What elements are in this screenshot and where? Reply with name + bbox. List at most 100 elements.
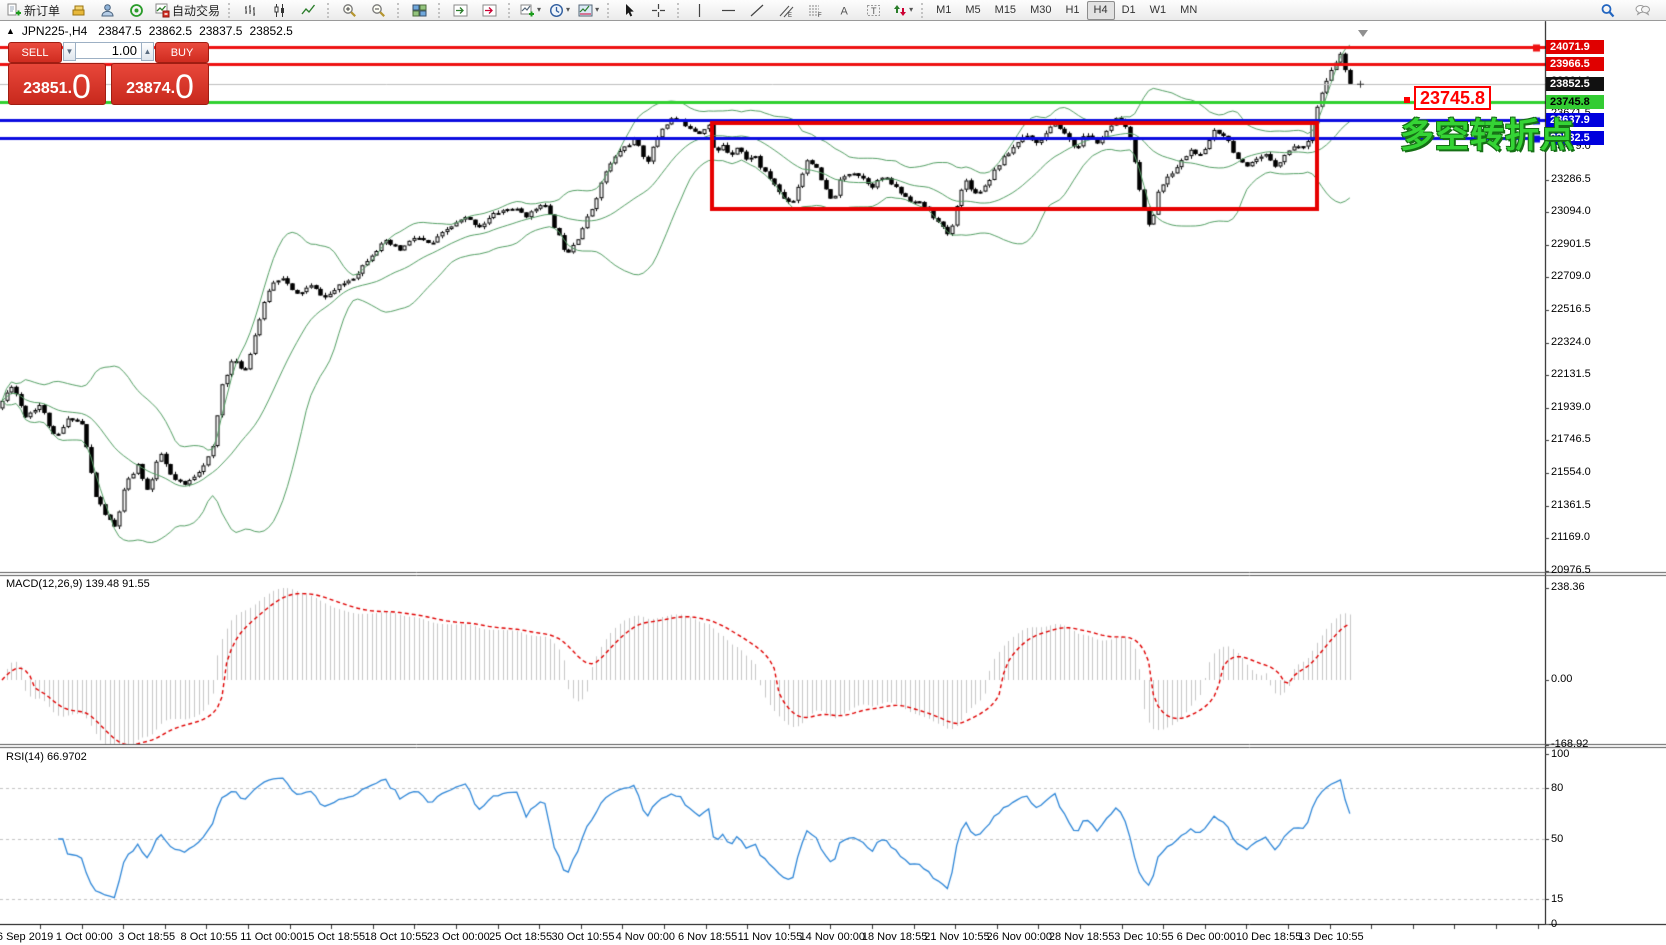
volume-increase-button[interactable]: ▲	[141, 42, 154, 61]
volume-input[interactable]	[76, 42, 141, 59]
crosshair-button[interactable]	[644, 0, 673, 21]
quote-high: 23862.5	[148, 24, 193, 38]
vertical-line-button[interactable]	[685, 0, 714, 21]
chinese-note[interactable]: 多空转折点	[1400, 117, 1575, 155]
timeframe-m5-button[interactable]: M5	[965, 4, 981, 16]
buy-price-main: 23874	[126, 80, 171, 97]
time-axis-label: 26 Sep 2019	[0, 931, 54, 943]
cursor-button[interactable]	[615, 0, 644, 21]
zoom-in-button[interactable]	[335, 0, 364, 21]
price-line-badge: 23532.5	[1546, 131, 1604, 145]
buy-price-sep: .	[170, 80, 176, 97]
buy-button[interactable]: BUY	[155, 42, 209, 63]
timeframe-h1-button[interactable]: H1	[1065, 4, 1080, 16]
tile-windows-button[interactable]	[405, 0, 434, 21]
price-axis-label: 23094.0	[1551, 205, 1591, 217]
arrows-button[interactable]: ▾	[888, 0, 917, 21]
time-axis-label: 28 Nov 18:55	[1048, 931, 1115, 943]
time-axis-label: 23 Oct 00:00	[426, 931, 490, 943]
hline-icon	[721, 3, 736, 18]
collapse-marker-icon[interactable]: ▲	[6, 26, 15, 36]
autotrade-button[interactable]: 自动交易	[151, 0, 224, 21]
profiles-icon	[549, 3, 564, 18]
fibonacci-button[interactable]: F	[801, 0, 830, 21]
toolbar-right-group	[1593, 0, 1663, 21]
sell-price-button[interactable]: 23851. 0	[8, 63, 106, 105]
trendline-button[interactable]	[743, 0, 772, 21]
price-axis-label: 21554.0	[1551, 466, 1591, 478]
svg-text:F: F	[818, 13, 822, 18]
horizontal-line-button[interactable]	[714, 0, 743, 21]
price-callout-handle[interactable]	[1404, 97, 1410, 103]
price-axis-label: 22131.5	[1551, 368, 1591, 380]
toolbar: 新订单 自动交易 ▾ ▾ ▾ E F A T ▾ M1 M5 M15 M30 H1 H4 D1 W1 MN	[0, 0, 1666, 21]
price-axis-label: 21361.5	[1551, 499, 1591, 511]
price-line-badge: 23852.5	[1546, 77, 1604, 91]
buy-price-button[interactable]: 23874. 0	[111, 63, 209, 105]
macd-axis-label: 238.36	[1551, 581, 1585, 593]
template-icon	[578, 3, 593, 18]
timeframe-d1-button[interactable]: D1	[1121, 4, 1136, 16]
price-callout[interactable]: 23745.8	[1414, 86, 1492, 110]
signals-button[interactable]	[122, 0, 151, 21]
toolbar-separator	[921, 2, 925, 18]
toolbar-separator	[327, 2, 331, 18]
timeframe-mn-button[interactable]: MN	[1180, 4, 1198, 16]
signal-icon	[129, 3, 144, 18]
price-axis-label: 20976.5	[1551, 564, 1591, 576]
timeframe-m1-button[interactable]: M1	[936, 4, 952, 16]
timeframe-h4-button[interactable]: H4	[1086, 0, 1115, 20]
timeframe-m15-button[interactable]: M15	[994, 4, 1017, 16]
symbol-period-label: JPN225-,H4	[21, 24, 88, 38]
time-axis-label: 3 Dec 10:55	[1114, 931, 1174, 943]
time-axis-label: 10 Dec 18:55	[1235, 931, 1302, 943]
new-order-button[interactable]: 新订单	[3, 0, 64, 21]
user-icon	[100, 3, 115, 18]
bar-chart-button[interactable]	[236, 0, 265, 21]
time-axis-label: 14 Nov 00:00	[799, 931, 865, 943]
price-line-badge: 23745.8	[1546, 95, 1604, 109]
equidistant-channel-button[interactable]: E	[772, 0, 801, 21]
volume-decrease-button[interactable]: ▼	[63, 42, 76, 61]
zoom-in-icon	[342, 3, 357, 18]
timeframe-w1-button[interactable]: W1	[1149, 4, 1167, 16]
profiles-button[interactable]: ▾	[545, 0, 574, 21]
chat-icon	[1635, 3, 1650, 18]
time-axis-label: 11 Nov 10:55	[737, 931, 803, 943]
timeframe-m30-button[interactable]: M30	[1030, 4, 1052, 16]
chat-button[interactable]	[1628, 0, 1657, 21]
candlestick-chart-button[interactable]	[265, 0, 294, 21]
zoom-out-button[interactable]	[364, 0, 393, 21]
toolbar-separator	[228, 2, 232, 18]
templates-button[interactable]: ▾	[574, 0, 603, 21]
buy-price-frac: 0	[175, 68, 194, 106]
autoscroll-button[interactable]	[475, 0, 504, 21]
navigator-button[interactable]	[93, 0, 122, 21]
macd-indicator-label: MACD(12,26,9) 139.48 91.55	[6, 578, 150, 590]
trendline-icon	[750, 3, 765, 18]
svg-text:E: E	[788, 13, 792, 18]
new-chart-icon	[520, 3, 535, 18]
line-chart-button[interactable]	[294, 0, 323, 21]
price-axis-label: 21746.5	[1551, 433, 1591, 445]
rsi-axis-label: 50	[1551, 833, 1564, 845]
sell-button[interactable]: SELL	[8, 42, 62, 63]
time-axis-label: 4 Nov 00:00	[615, 931, 675, 943]
toolbar-separator	[607, 2, 611, 18]
price-axis-label: 21939.0	[1551, 401, 1591, 413]
chart-shift-button[interactable]	[446, 0, 475, 21]
new-chart-button[interactable]: ▾	[516, 0, 545, 21]
text-label-button[interactable]: T	[859, 0, 888, 21]
volume-field: ▼ ▲	[63, 42, 154, 61]
macd-axis-label: 0.00	[1551, 673, 1573, 685]
chart-shift-marker-icon[interactable]	[1358, 30, 1368, 37]
search-button[interactable]	[1593, 0, 1622, 21]
market-watch-button[interactable]	[64, 0, 93, 21]
time-axis-label: 6 Dec 00:00	[1176, 931, 1236, 943]
price-axis-label: 22709.0	[1551, 270, 1591, 282]
price-axis-label: 22901.5	[1551, 238, 1591, 250]
svg-text:T: T	[871, 6, 877, 16]
text-button[interactable]: A	[830, 0, 859, 21]
sell-button-label: SELL	[21, 46, 49, 59]
